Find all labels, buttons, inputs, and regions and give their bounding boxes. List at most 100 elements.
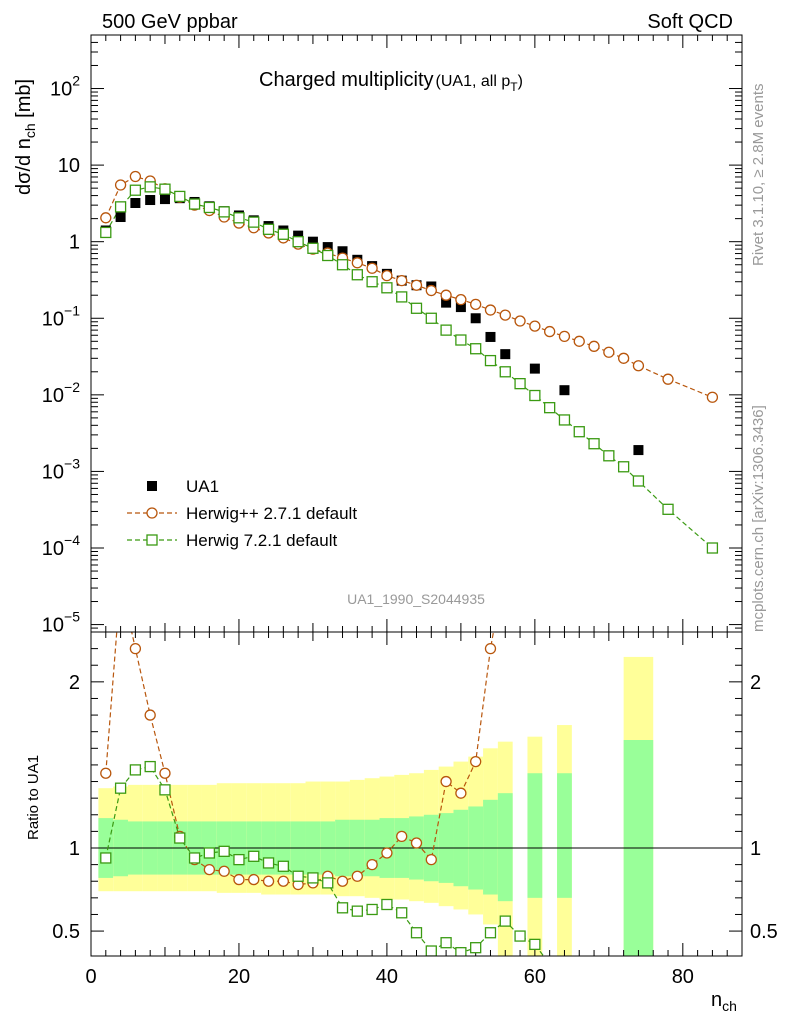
chart-title: Charged multiplicity (UA1, all pT) bbox=[259, 69, 523, 94]
ratio-y-tick-label: 0.5 bbox=[52, 921, 80, 943]
x-tick-label: 20 bbox=[228, 966, 250, 988]
ua1-point bbox=[322, 242, 333, 253]
herwig7-point bbox=[100, 226, 112, 239]
chart-title-sub-index: T bbox=[510, 80, 518, 94]
main-y-tick-label: 10−1 bbox=[42, 302, 80, 330]
ratio-herwig7-point bbox=[410, 927, 423, 939]
ua1-point bbox=[130, 198, 141, 209]
ratio-herwig7-point bbox=[174, 832, 186, 844]
herwigpp-point bbox=[484, 304, 497, 316]
herwigpp-point bbox=[706, 391, 719, 403]
herwigpp-point bbox=[440, 289, 452, 301]
ratio-herwig7-point bbox=[262, 857, 275, 869]
ratio-herwigpp-point bbox=[455, 787, 467, 799]
ua1-point bbox=[633, 445, 644, 456]
ratio-herwigpp-point bbox=[396, 830, 408, 843]
herwig7-point bbox=[588, 438, 600, 450]
ratio-frame bbox=[90, 631, 743, 957]
ratio-herwig7-point bbox=[396, 907, 408, 919]
chart-title-main: Charged multiplicity bbox=[259, 69, 434, 91]
herwigpp-point bbox=[410, 279, 423, 291]
herwig7-point bbox=[366, 276, 378, 288]
herwigpp-point bbox=[351, 257, 363, 269]
main-series bbox=[100, 170, 719, 554]
herwig7-point bbox=[410, 302, 423, 314]
herwigpp-point bbox=[603, 346, 615, 358]
herwig7-point bbox=[573, 426, 585, 438]
x-tick-label: 60 bbox=[524, 966, 546, 988]
y-label-sub: ch bbox=[22, 123, 38, 138]
herwig7-point bbox=[544, 402, 556, 414]
ratio-herwig7-point bbox=[499, 915, 511, 927]
ua1-point bbox=[145, 195, 156, 206]
legend-label-herwig7: Herwig 7.2.1 default bbox=[186, 531, 337, 550]
watermark: UA1_1990_S2044935 bbox=[347, 591, 485, 607]
herwig7-point bbox=[336, 259, 349, 271]
ua1-point bbox=[115, 212, 126, 223]
ratio-herwigpp-point bbox=[425, 853, 437, 866]
legend-item-herwigpp: Herwig++ 2.7.1 default bbox=[127, 504, 357, 523]
ratio-herwig7-point bbox=[114, 782, 127, 794]
inner-band-bin bbox=[527, 773, 543, 898]
herwig7-point bbox=[203, 201, 216, 214]
herwig7-point bbox=[396, 291, 408, 303]
herwig7-point bbox=[159, 183, 171, 195]
ratio-herwig7-point bbox=[277, 860, 289, 872]
ratio-herwig7-point bbox=[218, 845, 230, 857]
herwig7-point bbox=[307, 242, 319, 254]
ratio-herwigpp-point bbox=[336, 875, 349, 887]
legend: UA1 Herwig++ 2.7.1 default Herwig 7.2.1 … bbox=[127, 477, 357, 550]
ratio-herwigpp-point bbox=[500, 561, 510, 571]
x-axis-label: nch bbox=[711, 989, 737, 1014]
ratio-herwigpp-point bbox=[381, 847, 393, 859]
herwig7-point bbox=[262, 223, 275, 235]
ratio-herwig7-point bbox=[440, 937, 452, 949]
main-y-tick-label: 102 bbox=[50, 73, 80, 101]
herwig7-point bbox=[292, 236, 304, 248]
herwig7-point bbox=[129, 184, 142, 196]
ratio-y-tick-label-right: 2 bbox=[750, 672, 761, 694]
ratio-herwig7-point bbox=[322, 877, 334, 889]
ratio-herwigpp-point bbox=[248, 873, 260, 886]
herwigpp-point bbox=[632, 360, 645, 372]
legend-label-ua1: UA1 bbox=[186, 477, 219, 496]
herwig7-point bbox=[174, 190, 186, 203]
herwigpp-point bbox=[425, 284, 437, 297]
herwig7-point bbox=[351, 269, 363, 281]
main-axes: 102 10 1 10−1 10−2 10−3 10−4 10−5 bbox=[42, 34, 743, 637]
herwig7-point bbox=[425, 312, 437, 324]
main-y-tick-label: 10−3 bbox=[42, 455, 80, 483]
ratio-y-axis-label: Ratio to UA1 bbox=[25, 755, 42, 840]
herwigpp-point bbox=[129, 170, 142, 183]
legend-marker-ua1 bbox=[147, 481, 157, 491]
herwig7-point bbox=[381, 282, 393, 294]
main-y-tick-label: 10−5 bbox=[42, 609, 80, 637]
ratio-herwigpp-point bbox=[100, 767, 112, 779]
herwig7-point bbox=[440, 324, 452, 336]
ratio-series-line bbox=[105, 632, 495, 886]
herwig7-point bbox=[277, 228, 289, 240]
legend-marker-herwigpp bbox=[146, 507, 158, 519]
herwigpp-point bbox=[544, 325, 556, 338]
main-y-axis-label: dσ/d nch [mb] bbox=[13, 79, 38, 195]
ratio-y-tick-label: 1 bbox=[69, 838, 80, 860]
ua1-point bbox=[159, 194, 170, 205]
ratio-herwigpp-point bbox=[351, 870, 363, 882]
herwigpp-point bbox=[381, 270, 393, 282]
herwig7-point bbox=[470, 343, 482, 355]
ua1-point bbox=[500, 349, 511, 360]
ratio-herwigpp-point bbox=[116, 577, 126, 587]
mcplots-label: mcplots.cern.ch [arXiv:1306.3436] bbox=[750, 405, 767, 632]
herwig7-point bbox=[233, 212, 245, 224]
ua1-point bbox=[337, 246, 348, 257]
x-tick-label: 0 bbox=[85, 966, 96, 988]
herwig7-point bbox=[144, 181, 156, 193]
header-left: 500 GeV ppbar bbox=[102, 11, 238, 33]
ratio-herwig7-point bbox=[336, 902, 349, 914]
ratio-herwig7-point bbox=[470, 942, 482, 954]
ratio-y-tick-label-right: 0.5 bbox=[750, 921, 778, 943]
herwigpp-point bbox=[100, 212, 112, 224]
main-y-tick-label: 10−2 bbox=[42, 379, 80, 407]
herwigpp-point bbox=[588, 340, 600, 352]
ratio-herwig7-point bbox=[425, 945, 437, 956]
